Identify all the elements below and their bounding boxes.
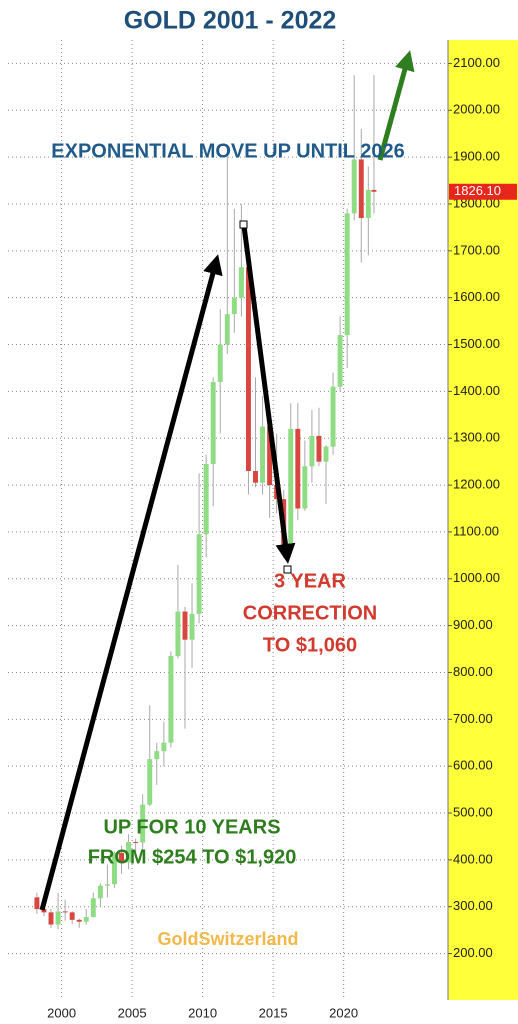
y-tick-label: 2000.00 [453, 102, 500, 117]
candle-body [253, 471, 258, 483]
candle-body [231, 297, 237, 315]
candle-body [97, 885, 103, 899]
y-tick-label: 600.00 [453, 758, 493, 773]
candle-body [189, 613, 195, 640]
candle-body [210, 382, 216, 464]
candle-body [344, 213, 350, 336]
candle-body [104, 884, 110, 886]
watermark: GoldSwitzerland [157, 929, 298, 949]
y-tick-label: 2100.00 [453, 55, 500, 70]
candle-body [323, 446, 329, 462]
y-tick-label: 900.00 [453, 617, 493, 632]
y-tick-label: 1400.00 [453, 383, 500, 398]
candle-body [302, 466, 308, 509]
marker [239, 220, 248, 229]
annotation: EXPONENTIAL MOVE UP UNTIL 2026 [51, 140, 404, 162]
candle-body [182, 611, 188, 640]
x-tick-label: 2015 [259, 1005, 288, 1020]
candle-body [358, 159, 364, 219]
candle-body [217, 344, 223, 383]
candle-body [371, 189, 377, 192]
candle-body [62, 911, 68, 913]
x-tick-label: 2010 [188, 1005, 217, 1020]
x-tick-label: 2005 [118, 1005, 147, 1020]
candle-body [288, 428, 294, 550]
candle-body [34, 897, 40, 910]
arrow [39, 254, 223, 911]
arrow [241, 225, 296, 564]
annotation: TO $1,060 [263, 634, 357, 656]
y-tick-label: 1300.00 [453, 430, 500, 445]
candle-body [90, 898, 96, 918]
candle-body [69, 912, 75, 920]
candle-body [309, 435, 315, 467]
candle-body [119, 852, 124, 863]
marker [283, 565, 292, 574]
candle-body [175, 611, 181, 657]
candle-body [365, 189, 371, 219]
candle-body [267, 426, 273, 486]
candle-body [295, 428, 301, 509]
candle-body [83, 917, 89, 922]
candle-body [224, 314, 230, 345]
y-tick-label: 1700.00 [453, 242, 500, 257]
chart-title: GOLD 2001 - 2022 [124, 7, 337, 35]
candle-body [76, 919, 82, 922]
candle-body [161, 742, 167, 752]
annotation: FROM $254 TO $1,920 [88, 846, 297, 868]
arrow [377, 50, 415, 161]
candle-body [140, 804, 146, 843]
candle-body [351, 159, 357, 214]
x-tick-label: 2020 [329, 1005, 358, 1020]
candle-body [238, 267, 244, 298]
candle-body [196, 534, 202, 614]
candle-body [168, 656, 174, 743]
y-tick-label: 1600.00 [453, 289, 500, 304]
y-tick-label: 400.00 [453, 851, 493, 866]
y-tick-label: 200.00 [453, 945, 493, 960]
candle-body [112, 852, 117, 885]
candle-body [337, 335, 343, 387]
y-tick-label: 1900.00 [453, 149, 500, 164]
candle-body [203, 463, 209, 535]
annotation: UP FOR 10 YEARS [103, 816, 280, 838]
candle-body [41, 909, 47, 913]
candle-body [245, 267, 251, 472]
candle-body [126, 842, 132, 863]
y-tick-label: 1200.00 [453, 477, 500, 492]
y-tick-label: 1500.00 [453, 336, 500, 351]
y-tick-label: 300.00 [453, 898, 493, 913]
y-tick-label: 800.00 [453, 664, 493, 679]
y-tick-label: 500.00 [453, 804, 493, 819]
candle-body [330, 386, 336, 447]
candle-body [55, 911, 61, 925]
annotation: CORRECTION [243, 602, 377, 624]
y-tick-label: 1100.00 [453, 523, 499, 538]
candle-body [147, 759, 153, 805]
x-tick-label: 2000 [47, 1005, 76, 1020]
candle-body [133, 842, 139, 844]
candle-body [316, 435, 322, 462]
candle-body [260, 426, 266, 483]
axis-panel [448, 40, 518, 1000]
y-tick-label: 1000.00 [453, 570, 500, 585]
y-tick-label: 700.00 [453, 711, 493, 726]
price-label-box [449, 183, 517, 200]
candle-body [48, 912, 54, 925]
candle-body [154, 751, 160, 760]
price-label: 1826.10 [454, 183, 501, 198]
annotation: 3 YEAR [274, 570, 346, 592]
